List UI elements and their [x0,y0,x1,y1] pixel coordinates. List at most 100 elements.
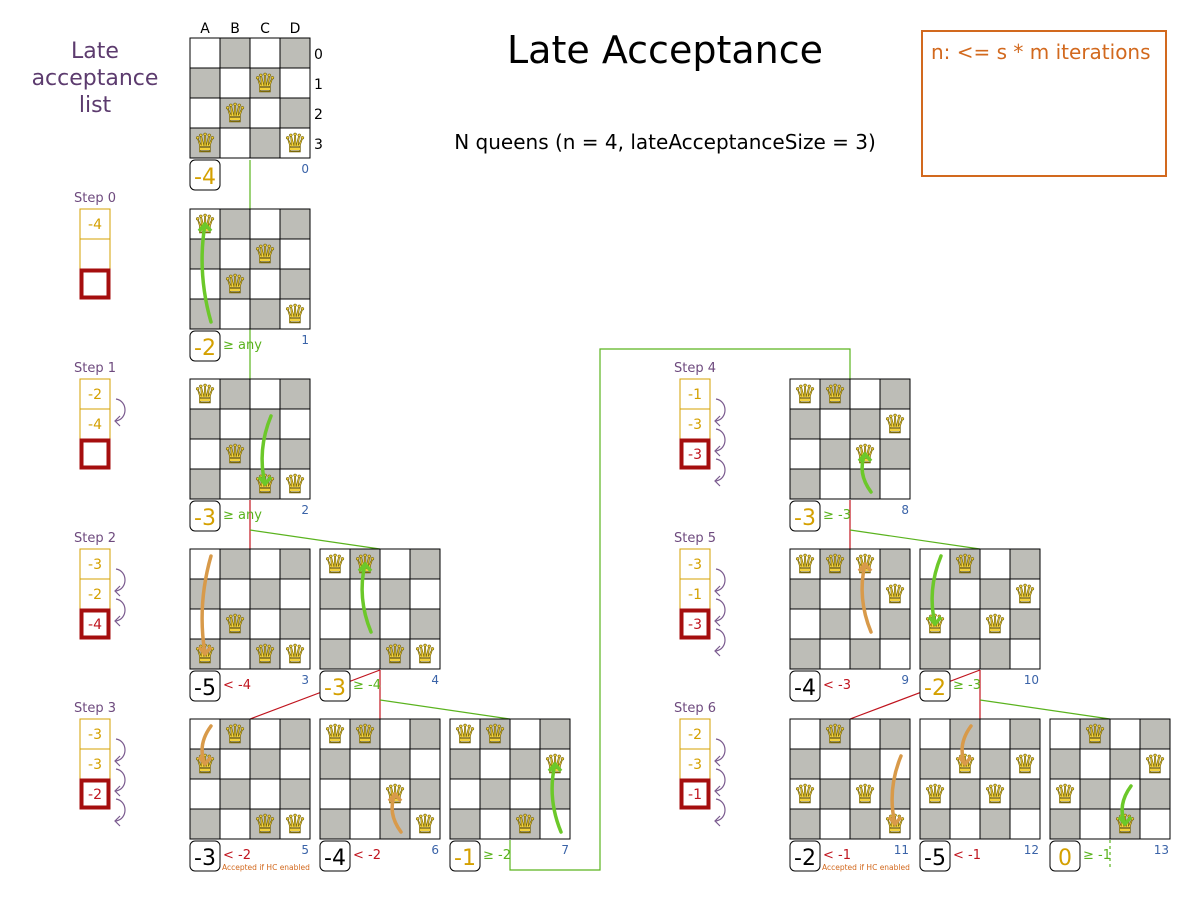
board-cell [319,718,351,750]
list-value: -1 [688,587,702,603]
board-cell [479,778,511,810]
queen-icon: ♛ [383,640,406,670]
step-label: Step 2 [74,531,116,546]
shift-arrow-icon [715,738,726,762]
board-cell [949,778,981,810]
board-cell [819,438,851,470]
board-cell [279,548,311,580]
board-cell [349,748,381,780]
board-cell [819,778,851,810]
list-slot-current [79,608,111,640]
acceptance-comparison: ≥ -3 [953,678,981,693]
board-cell [279,638,311,670]
score-box [189,840,221,872]
board-cell [409,638,441,670]
board-cell [1009,638,1041,670]
move-arrow-head [547,762,563,773]
queen-icon: ♛ [253,810,276,840]
list-value: -2 [88,787,102,803]
list-slot [79,718,111,750]
board-cell [979,548,1011,580]
board-cell [1049,808,1081,840]
shift-arrow-head [714,445,721,457]
late-acceptance-list-step-4: Step 4 -1 -3 -3 [674,361,726,487]
connector-line [509,348,851,871]
queen-icon: ♛ [793,380,816,410]
board-cell [919,638,951,670]
board-cell [409,778,441,810]
acceptance-comparison: < -2 [353,848,381,863]
board-cell [249,438,281,470]
board-cell [319,808,351,840]
move-arrow [550,762,563,834]
score-box [919,840,951,872]
list-slot [79,548,111,580]
board-cell [219,548,251,580]
board-cell [279,378,311,410]
row-label: 1 [314,77,323,93]
shift-arrow-head [714,475,721,487]
queen-icon: ♛ [253,69,276,99]
list-slot [679,548,711,580]
shift-arrow-head [114,785,121,797]
board-cell [879,548,911,580]
board-10: ♛♛♛♛-2 ≥ -3 10 [919,548,1041,702]
list-slot [679,718,711,750]
board-8: ♛ ♛♛♛-3 ≥ -3 8 [789,378,911,532]
step-label: Step 4 [674,361,716,376]
list-slot [79,378,111,410]
list-value: -3 [88,727,102,743]
board-cell [349,808,381,840]
score-value: -2 [794,846,816,871]
list-value: -4 [88,417,102,433]
board-cell [349,718,381,750]
board-cell [409,608,441,640]
board-cell [249,378,281,410]
board-cell [789,408,821,440]
list-slot-current [679,608,711,640]
queen-icon: ♛ [253,640,276,670]
board-cell [949,808,981,840]
step-label: Step 6 [674,701,716,716]
queen-icon: ♛ [793,550,816,580]
board-cell [979,718,1011,750]
late-acceptance-list-step-1: Step 1 -2 -4 [74,361,126,470]
connector-line [849,669,981,720]
move-arrow-head [387,792,403,803]
board-cell [279,748,311,780]
shift-arrow-head [714,615,721,627]
queen-icon: ♛ [1053,780,1076,810]
move-arrow-head [197,755,213,766]
board-cell [189,608,221,640]
board-cell [409,548,441,580]
move-arrow-head [927,615,943,626]
board-cell [219,298,251,330]
board-cell [249,208,281,240]
list-value: -4 [88,617,102,633]
board-cell [919,718,951,750]
score-box [919,670,951,702]
row-label: 2 [314,107,323,123]
board-cell [249,238,281,270]
board-cell [349,638,381,670]
board-cell [219,127,251,159]
board-cell [849,748,881,780]
queen-icon: ♛ [283,810,306,840]
board-cell [219,238,251,270]
step-label: Step 0 [74,191,116,206]
board-index: 9 [901,673,909,687]
board-cell [249,638,281,670]
board-cell [849,638,881,670]
board-cell [819,638,851,670]
list-slot-current [679,778,711,810]
queen-icon: ♛ [193,129,216,159]
move-arrow-head [197,645,213,656]
list-slot [79,238,111,270]
board-cell [789,608,821,640]
move-arrow [200,222,213,324]
board-cell [189,97,221,129]
score-box [789,500,821,532]
board-cell [949,638,981,670]
queen-icon: ♛ [453,720,476,750]
